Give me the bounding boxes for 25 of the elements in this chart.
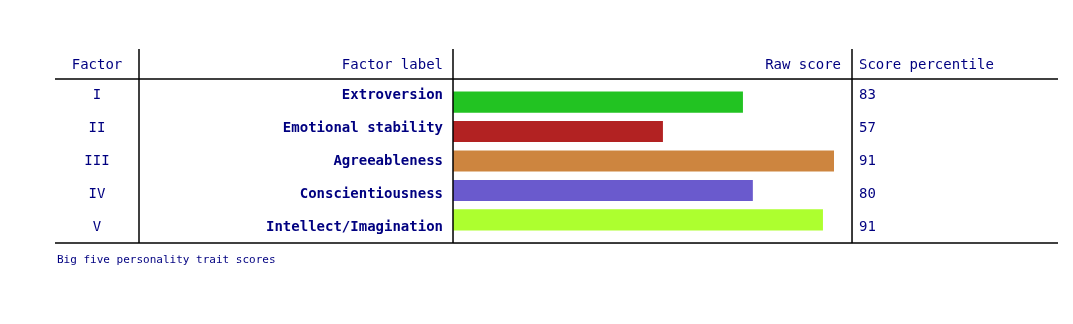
- x-axis-title: Raw score: [765, 56, 841, 72]
- y-tick-label: Intellect/Imagination: [265, 217, 443, 234]
- text: 83: [859, 86, 876, 103]
- text: 80: [859, 184, 876, 201]
- text: II: [88, 119, 106, 136]
- y-tick-label: Conscientiousness: [299, 184, 443, 201]
- y-tick-label: Extroversion: [341, 86, 443, 103]
- text: 57: [859, 119, 876, 136]
- text: 91: [859, 217, 876, 234]
- bar: [453, 179, 753, 202]
- text: Factor label: [341, 56, 443, 72]
- bar: [453, 209, 823, 231]
- bar: [453, 150, 834, 172]
- text: Score percentile: [859, 56, 994, 72]
- bar: [453, 120, 663, 143]
- text: Big five personality trait scores: [57, 253, 276, 266]
- text: V: [92, 217, 102, 234]
- text: I: [92, 86, 102, 103]
- text: Factor: [71, 56, 123, 72]
- y-tick-label: Emotional stability: [282, 119, 444, 136]
- y-tick-label: Agreeableness: [333, 152, 443, 168]
- text: 91: [859, 152, 876, 168]
- text: IV: [88, 184, 106, 201]
- text: III: [84, 152, 110, 168]
- bar: [453, 91, 743, 113]
